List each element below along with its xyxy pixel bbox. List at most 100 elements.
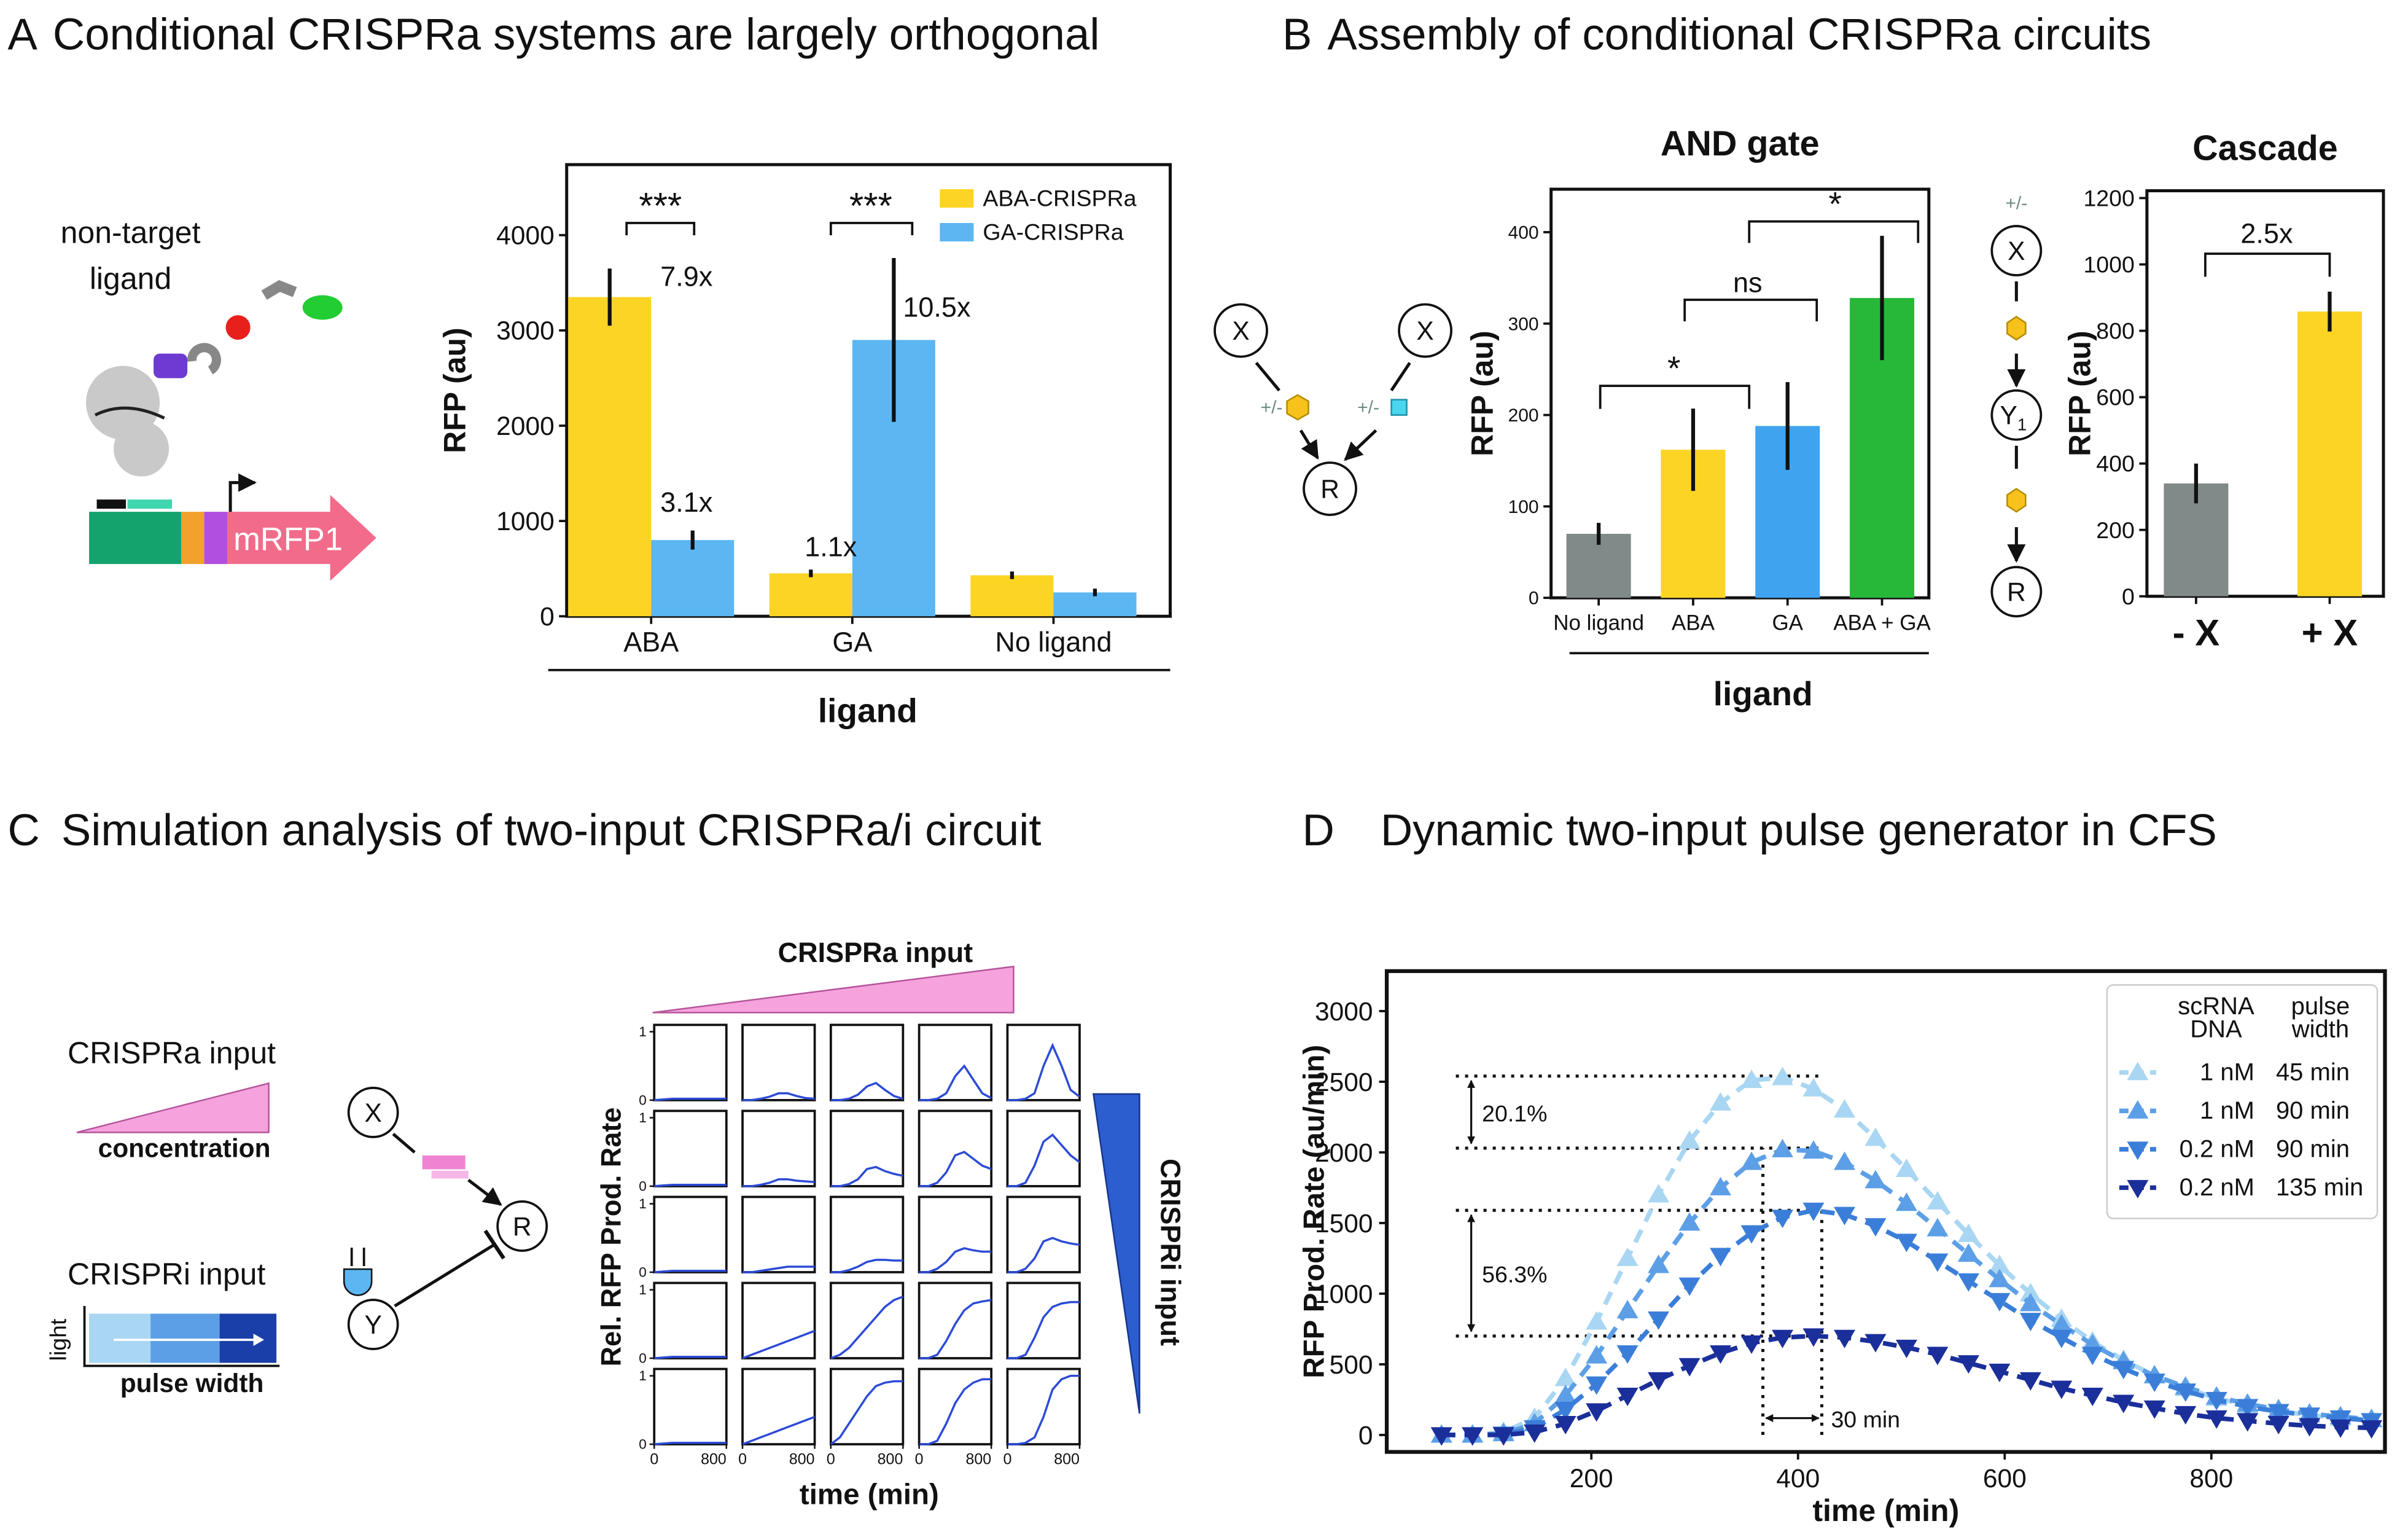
subplot-line (830, 1380, 903, 1445)
y-axis-label: RFP (au) (1465, 330, 1500, 456)
node-label: X (2008, 237, 2025, 266)
plot-frame (1549, 187, 1931, 600)
legend-header: width (2291, 1015, 2349, 1042)
y-tick-label: 1 (639, 1196, 647, 1211)
series-marker (1616, 1388, 1638, 1407)
subplot-line (654, 1356, 727, 1359)
y-tick-label: 1 (639, 1368, 647, 1383)
series-marker (1833, 1099, 1855, 1118)
series-marker (1802, 1202, 1825, 1221)
panel-letter: A (8, 9, 38, 59)
annotation: 7.9x (660, 261, 713, 292)
legend-header: DNA (2190, 1015, 2242, 1042)
subplot-line (1007, 1133, 1081, 1187)
node-label: X (1232, 317, 1249, 346)
plot-frame (2145, 189, 2385, 598)
subplot-line (919, 1247, 992, 1273)
y-tick-label: 100 (1508, 497, 1539, 517)
series-marker (1802, 1140, 1825, 1159)
x-tick-label: 200 (1570, 1464, 1613, 1493)
column-input-wedge (652, 965, 1015, 1014)
y-tick-label: 200 (1508, 405, 1539, 426)
annotation: 2.5x (2240, 218, 2293, 249)
input-diagram: CRISPRa input concentration CRISPRi inpu… (45, 1036, 548, 1398)
diagram-label: CRISPRa input (68, 1036, 276, 1070)
legend-label: ABA-CRISPRa (983, 186, 1136, 211)
significance-bracket (1748, 220, 1920, 243)
panel-heading: C Simulation analysis of two-input CRISPR… (8, 805, 1042, 855)
legend-marker (2127, 1179, 2149, 1199)
subplot-frame (829, 1023, 905, 1101)
series-marker (1616, 1300, 1638, 1319)
series-marker (1524, 1424, 1546, 1443)
subplot-line (1007, 1300, 1080, 1359)
annotation: ns (1733, 267, 1763, 299)
x-tick-label: 800 (1054, 1451, 1080, 1468)
x-tick-label: 600 (1983, 1464, 2027, 1493)
subplot-frame (918, 1195, 993, 1273)
annotation: 56.3% (1482, 1262, 1547, 1288)
series-marker (1833, 1206, 1855, 1226)
series-marker (1586, 1403, 1608, 1422)
subplot-frame (741, 1281, 816, 1359)
y-tick-label: 0 (639, 1350, 647, 1366)
series-marker (2143, 1400, 2165, 1419)
y-tick-label: 1 (639, 1110, 647, 1125)
panel-letter: C (8, 805, 40, 855)
y-axis-label: RFP Prod. Rate (au/min) (1298, 1045, 1331, 1378)
series-marker (1895, 1234, 1917, 1253)
y-tick-label: 1200 (2083, 186, 2134, 211)
series-marker (1833, 1329, 1855, 1348)
crispra-schematic: non-target ligand mRFP1 (61, 216, 376, 581)
subplot-frame (741, 1023, 816, 1101)
x-tick-label: 0 (915, 1451, 924, 1468)
significance-bracket (625, 222, 696, 236)
legend-marker (2127, 1100, 2149, 1119)
series-marker (1957, 1243, 1979, 1262)
series-marker (2205, 1410, 2227, 1429)
series-marker (2019, 1283, 2041, 1302)
series-marker (1648, 1184, 1670, 1203)
y-tick-label: 2500 (1315, 1068, 1373, 1097)
y-tick-label: 0 (1358, 1421, 1373, 1450)
cascade-diagram: +/- X Y1 R (1990, 194, 2043, 618)
series-marker (1989, 1363, 2011, 1382)
row-label: CRISPRi input (1155, 1159, 1186, 1346)
legend-label: 1 nM (2200, 1097, 2254, 1124)
series-marker (1772, 1329, 1794, 1348)
series-marker (2299, 1418, 2321, 1437)
y-axis-label: RFP (au) (438, 327, 472, 453)
diagram-label: pulse width (120, 1369, 264, 1398)
subplot-frame (1006, 1281, 1081, 1359)
x-tick-label: 800 (2189, 1464, 2233, 1493)
series-marker (2019, 1372, 2041, 1391)
subplot-line (654, 1183, 727, 1187)
legend-label: 90 min (2276, 1097, 2350, 1124)
chart-title: Cascade (2192, 128, 2338, 168)
series-marker (1616, 1345, 1638, 1364)
annotation: 1.1x (805, 531, 857, 563)
x-tick-label: 800 (878, 1451, 903, 1468)
series-marker (2143, 1374, 2165, 1393)
series-marker (1957, 1355, 1979, 1374)
subplot-line (919, 1378, 992, 1445)
x-axis-label: time (min) (800, 1479, 939, 1511)
series-marker (1989, 1292, 2011, 1312)
y-tick-label: 600 (2096, 385, 2135, 410)
series-marker (1957, 1273, 1979, 1292)
subplot-line (830, 1082, 903, 1101)
series-marker (2051, 1329, 2073, 1348)
sign-label: +/- (1357, 397, 1379, 418)
panel-heading: D Dynamic two-input pulse generator in CF… (1303, 805, 2217, 855)
subplot-frame (741, 1367, 816, 1445)
series-marker (2113, 1361, 2135, 1380)
series-marker (1586, 1311, 1608, 1330)
series-marker (1616, 1247, 1638, 1266)
series-marker (2175, 1383, 2197, 1402)
series-marker (1957, 1223, 1979, 1242)
node-label: Y (364, 1311, 381, 1340)
subplot-line (1007, 1374, 1080, 1445)
subplot-line (830, 1259, 903, 1273)
y-tick-label: 0 (639, 1092, 647, 1108)
series-marker (2019, 1313, 2041, 1332)
